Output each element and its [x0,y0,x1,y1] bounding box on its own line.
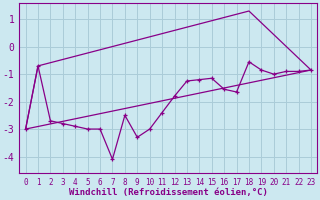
X-axis label: Windchill (Refroidissement éolien,°C): Windchill (Refroidissement éolien,°C) [69,188,268,197]
